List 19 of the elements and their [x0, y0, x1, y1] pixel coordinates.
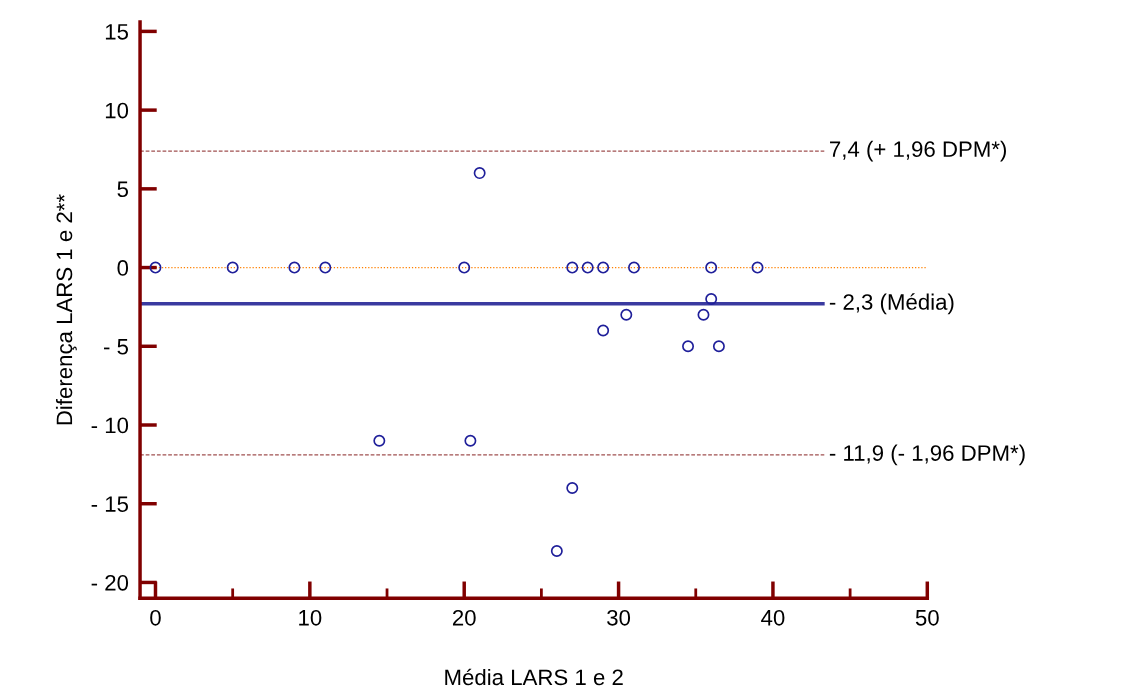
y-tick-label: 0: [117, 260, 129, 276]
ref-line-label: 7,4 (+ 1,96 DPM*): [830, 140, 1006, 162]
y-tick-label: 10: [105, 102, 129, 119]
x-tick-label: 50: [915, 609, 939, 626]
x-tick-label: 30: [607, 609, 631, 626]
y-tick-label: - 15: [91, 496, 129, 512]
x-axis-title: Média LARS 1 e 2: [445, 668, 623, 686]
y-axis-title: Diferença LARS 1 e 2**: [55, 194, 77, 425]
y-tick-label: 15: [105, 24, 129, 40]
ref-line-label: - 11,9 (- 1,96 DPM*): [829, 444, 1025, 466]
x-tick-label: 20: [452, 609, 476, 626]
x-tick-label: 10: [299, 609, 322, 626]
ref-line-label: - 2,3 (Média): [829, 293, 954, 315]
y-tick-label: - 5: [103, 339, 129, 355]
y-tick-label: - 10: [91, 417, 129, 434]
x-tick-label: 40: [761, 609, 785, 626]
y-tick-label: - 20: [91, 574, 129, 591]
x-tick-label: 0: [150, 609, 161, 626]
y-tick-label: 5: [117, 181, 129, 198]
